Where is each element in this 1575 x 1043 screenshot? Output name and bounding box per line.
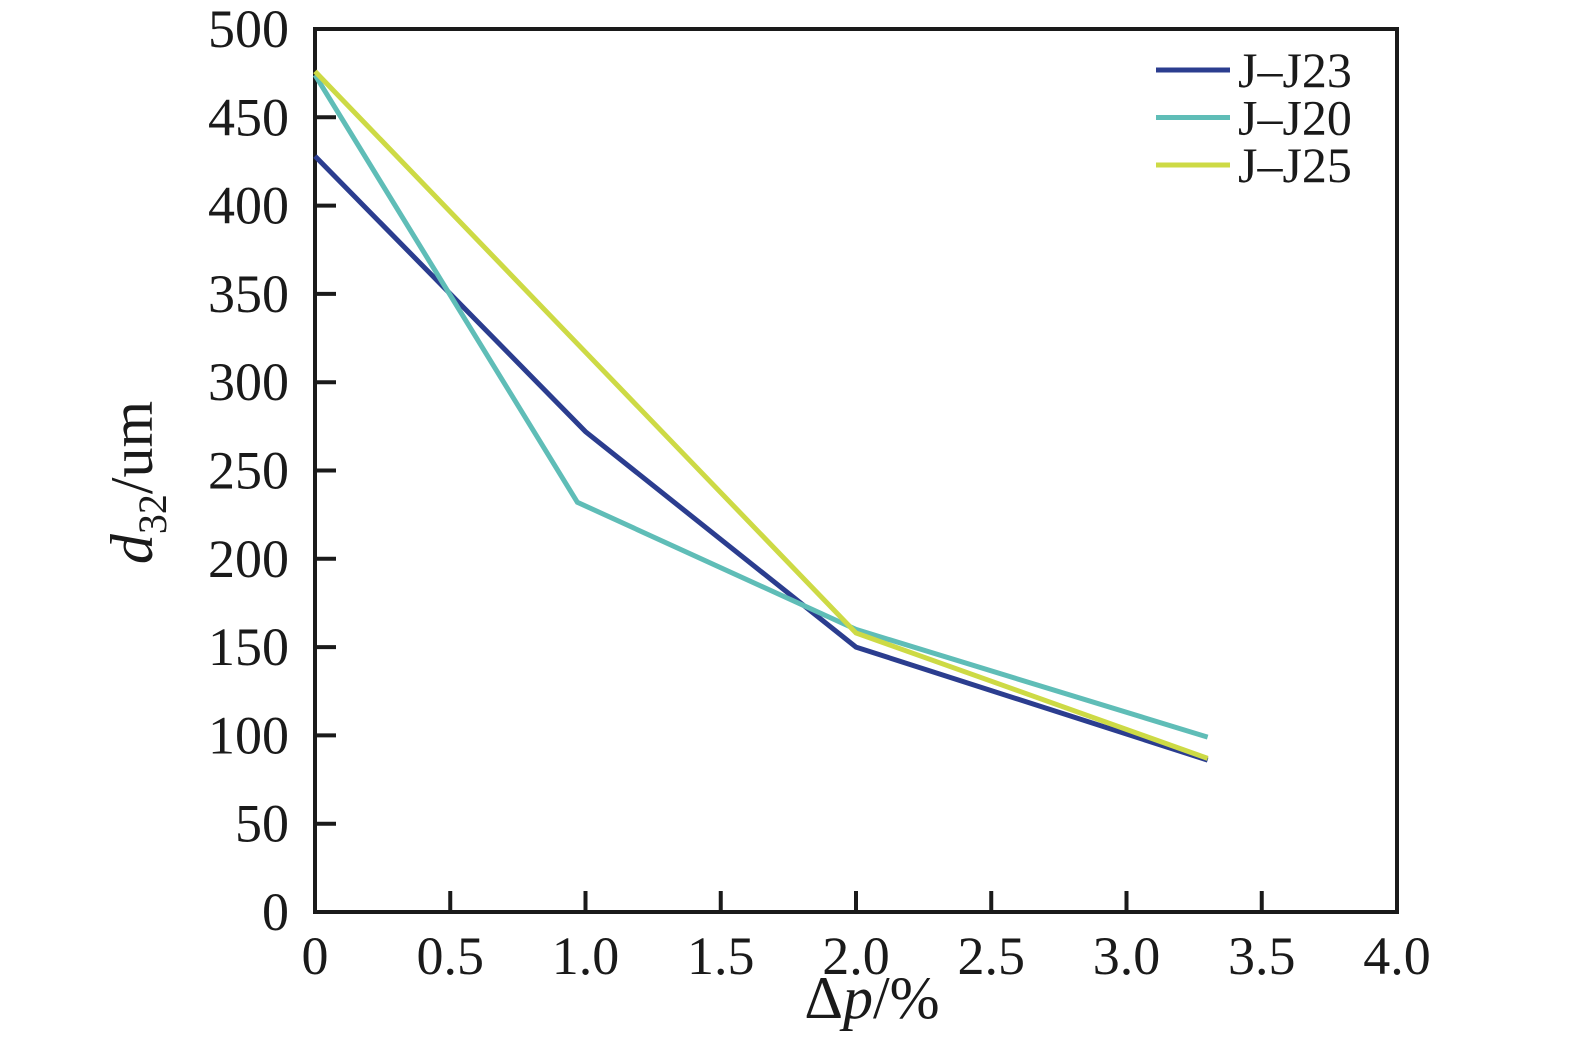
x-tick-label: 2.0 <box>822 926 890 986</box>
y-tick-label: 350 <box>208 264 289 324</box>
legend-label: J–J25 <box>1238 137 1352 193</box>
x-axis-label: Δp/% <box>804 965 939 1031</box>
x-tick-label: 1.0 <box>552 926 620 986</box>
series-line-j-j25 <box>313 69 1209 761</box>
y-tick-label: 500 <box>208 0 289 59</box>
legend-entry: J–J23 <box>1156 42 1352 98</box>
series-line-j-j20 <box>312 73 1209 740</box>
x-tick-label: 1.5 <box>687 926 755 986</box>
legend-label: J–J23 <box>1238 42 1352 98</box>
x-tick-label: 0.5 <box>417 926 485 986</box>
legend-entry: J–J25 <box>1156 137 1352 193</box>
y-tick-label: 150 <box>208 617 289 677</box>
x-tick-label: 3.5 <box>1228 926 1296 986</box>
y-tick-label: 0 <box>262 882 289 942</box>
y-tick-label: 300 <box>208 352 289 412</box>
x-tick-label: 3.0 <box>1093 926 1161 986</box>
y-tick-label: 50 <box>235 794 289 854</box>
x-tick-label: 4.0 <box>1363 926 1431 986</box>
y-tick-label: 450 <box>208 87 289 147</box>
y-tick-label: 400 <box>208 176 289 236</box>
legend-entry: J–J20 <box>1156 90 1352 146</box>
x-tick-label: 2.5 <box>958 926 1026 986</box>
y-tick-label: 250 <box>208 441 289 501</box>
y-axis-label: d32/um <box>99 401 175 564</box>
legend-label: J–J20 <box>1238 90 1352 146</box>
x-tick-label: 0 <box>302 926 329 986</box>
y-tick-label: 100 <box>208 705 289 765</box>
y-tick-label: 200 <box>208 529 289 589</box>
